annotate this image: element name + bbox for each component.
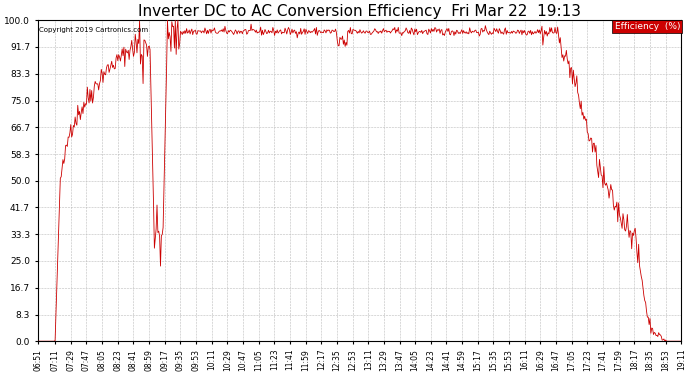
Text: Copyright 2019 Cartronics.com: Copyright 2019 Cartronics.com	[39, 27, 148, 33]
Text: Efficiency  (%): Efficiency (%)	[615, 22, 680, 31]
Title: Inverter DC to AC Conversion Efficiency  Fri Mar 22  19:13: Inverter DC to AC Conversion Efficiency …	[138, 4, 581, 19]
